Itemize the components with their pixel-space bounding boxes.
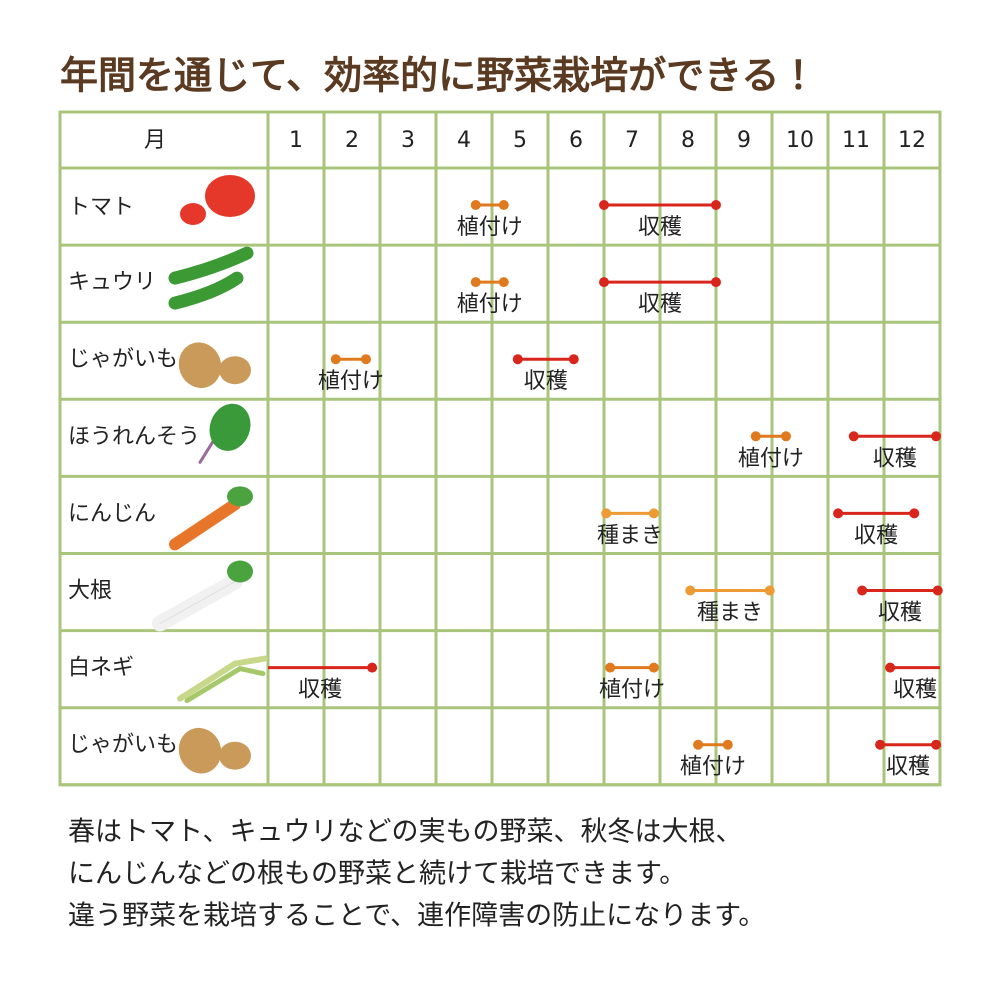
month-label: 1: [289, 128, 303, 153]
task-start: [848, 431, 859, 442]
note: 違う野菜を栽培することで、連作障害の防止になります。: [68, 901, 765, 932]
vegetable-name: 白ネギ: [68, 656, 134, 681]
month-label: 4: [457, 128, 471, 153]
icon-stroke: [184, 665, 266, 704]
icon-stroke: [177, 655, 268, 702]
icon-shape: [178, 727, 222, 774]
icon-shape: [209, 403, 251, 451]
month-label: 12: [898, 128, 926, 153]
task-start: [833, 508, 844, 519]
vegetable-name: ほうれんそう: [68, 424, 200, 449]
month-label: 11: [842, 128, 870, 153]
task-end: [711, 277, 721, 288]
month-header: 月: [144, 128, 166, 153]
month-label: 6: [569, 128, 583, 153]
vegetable-icon: [169, 486, 253, 551]
task-label: 収穫: [893, 678, 937, 703]
task-start: [693, 739, 704, 750]
task-label: 収穫: [638, 292, 682, 317]
task-end: [711, 200, 721, 210]
task-label: 植付け: [457, 292, 523, 317]
month-label: 2: [345, 128, 359, 153]
icon-stroke: [159, 581, 236, 624]
task-label: 収穫: [298, 678, 342, 703]
vegetable-icon: [168, 246, 254, 310]
task-end: [498, 200, 509, 210]
task-label: 収穫: [638, 215, 682, 240]
vegetable-icon: [198, 403, 251, 464]
task-start: [330, 354, 341, 365]
task-end: [931, 739, 942, 750]
task-end: [781, 431, 791, 442]
task-start: [885, 662, 896, 673]
vegetable-name: じゃがいも: [68, 347, 178, 372]
task-end: [648, 508, 659, 519]
vegetable-icon: [180, 175, 255, 225]
task-label: 収穫: [878, 601, 922, 626]
task-label: 種まき: [597, 523, 663, 548]
note: 春はトマト、キュウリなどの実もの野菜、秋冬は大根、: [68, 817, 742, 848]
vegetable-icon: [178, 727, 251, 774]
vegetable-name: 大根: [68, 579, 112, 604]
task-label: 植付け: [457, 215, 523, 240]
vegetable-name: トマト: [68, 195, 134, 220]
task-label: 収穫: [886, 755, 930, 780]
month-label: 7: [625, 128, 639, 153]
month-label: 3: [401, 128, 415, 153]
icon-shape: [180, 203, 206, 225]
task-start: [470, 277, 481, 288]
vegetable-name: じゃがいも: [68, 733, 178, 758]
title: 年間を通じて、効率的に野菜栽培ができる！: [60, 54, 817, 98]
vegetable-icon: [152, 560, 253, 632]
month-label: 8: [681, 128, 695, 153]
icon-shape: [227, 560, 253, 583]
task-start: [512, 354, 523, 365]
task-end: [932, 585, 943, 596]
icon-stroke: [169, 498, 241, 551]
task-end: [361, 354, 371, 365]
task-end: [648, 662, 659, 673]
task-label: 植付け: [318, 369, 384, 394]
task-label: 収穫: [524, 369, 568, 394]
task-start: [601, 508, 612, 519]
task-label: 植付け: [599, 678, 665, 703]
task-start: [605, 662, 616, 673]
task-end: [909, 508, 920, 519]
icon-stroke: [168, 246, 254, 285]
task-label: 植付け: [738, 446, 804, 471]
note: にんじんなどの根もの野菜と続けて栽培できます。: [68, 859, 686, 890]
task-end: [931, 431, 942, 442]
month-label: 9: [737, 128, 751, 153]
task-end: [722, 739, 733, 750]
icon-shape: [178, 342, 222, 388]
icon-stroke: [168, 271, 244, 310]
month-label: 10: [786, 128, 814, 153]
task-start: [599, 200, 609, 210]
icon-shape: [219, 356, 251, 385]
task-start: [857, 585, 868, 596]
vegetable-icon: [178, 342, 251, 388]
task-label: 収穫: [854, 523, 898, 548]
vegetable-name: キュウリ: [68, 270, 156, 295]
vegetable-name: にんじん: [68, 501, 156, 526]
task-end: [367, 662, 378, 673]
icon-shape: [219, 741, 251, 770]
vegetable-icon: [177, 655, 268, 704]
task-label: 種まき: [697, 601, 763, 626]
task-end: [498, 277, 509, 288]
task-start: [685, 585, 696, 596]
task-start: [750, 431, 761, 442]
task-start: [470, 200, 481, 210]
task-label: 収穫: [873, 446, 917, 471]
month-label: 5: [513, 128, 527, 153]
icon-shape: [227, 486, 253, 507]
icon-shape: [205, 175, 255, 217]
task-end: [568, 354, 579, 365]
task-start: [599, 277, 609, 288]
task-start: [875, 739, 886, 750]
task-end: [764, 585, 775, 596]
task-label: 植付け: [680, 755, 746, 780]
